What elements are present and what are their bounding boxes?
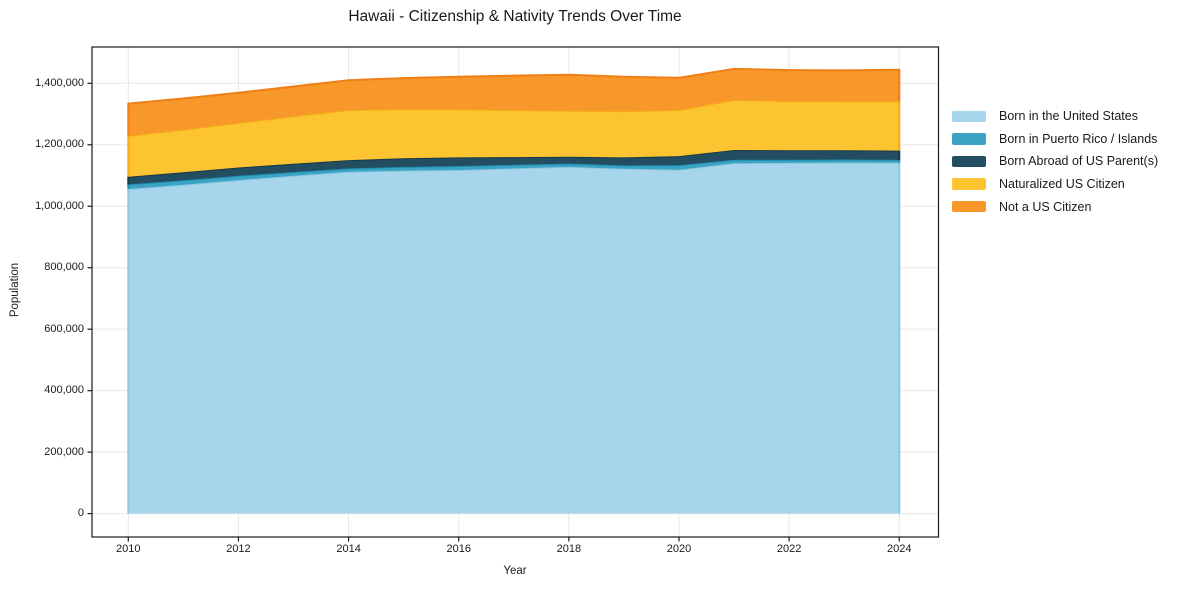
legend-swatch-born-in-the-united-states bbox=[952, 110, 986, 123]
x-tick-label: 2012 bbox=[226, 543, 251, 555]
legend-swatch-not-a-us-citizen bbox=[952, 200, 986, 213]
area-layer-naturalized-us-citizen bbox=[128, 99, 900, 177]
x-tick-label: 2022 bbox=[776, 543, 802, 555]
y-tick-label: 1,000,000 bbox=[35, 199, 84, 212]
y-tick-label: 800,000 bbox=[44, 261, 84, 274]
legend-item-label: Born Abroad of US Parent(s) bbox=[999, 154, 1159, 169]
x-tick-label: 2020 bbox=[666, 543, 692, 555]
y-tick-label: 1,400,000 bbox=[35, 76, 84, 89]
x-tick-label: 2010 bbox=[116, 543, 141, 555]
area-edge-not-a-us-citizen bbox=[127, 67, 901, 136]
legend-item-label: Naturalized US Citizen bbox=[999, 177, 1125, 192]
x-tick-label: 2014 bbox=[336, 543, 361, 555]
area-layer-born-abroad-of-us-parent-s bbox=[128, 150, 900, 185]
legend-swatch-born-abroad-of-us-parent-s bbox=[952, 155, 986, 168]
y-tick-label: 600,000 bbox=[44, 322, 84, 335]
legend-item-born-abroad-of-us-parent-s: Born Abroad of US Parent(s) bbox=[952, 150, 1187, 173]
y-tick-label: 1,200,000 bbox=[35, 138, 84, 151]
legend-item-label: Born in Puerto Rico / Islands bbox=[999, 131, 1158, 146]
legend-swatch-naturalized-us-citizen bbox=[952, 178, 986, 190]
chart-title: Hawaii - Citizenship & Nativity Trends O… bbox=[348, 8, 682, 25]
legend-item-label: Born in the United States bbox=[999, 109, 1138, 124]
legend: Born in the United States Born in Puerto … bbox=[952, 105, 1187, 218]
legend-swatch-born-in-puerto-rico-islands bbox=[952, 133, 986, 145]
legend-item-not-a-us-citizen: Not a US Citizen bbox=[952, 195, 1187, 218]
area-layer-not-a-us-citizen bbox=[128, 68, 900, 136]
legend-item-naturalized-us-citizen: Naturalized US Citizen bbox=[952, 173, 1187, 196]
plot-border bbox=[91, 46, 940, 538]
y-tick-label: 400,000 bbox=[44, 384, 84, 397]
legend-item-label: Not a US Citizen bbox=[999, 199, 1092, 214]
legend-item-born-in-the-united-states: Born in the United States bbox=[952, 105, 1187, 128]
area-layer-born-in-the-united-states bbox=[128, 162, 900, 514]
legend-item-born-in-puerto-rico-islands: Born in Puerto Rico / Islands bbox=[952, 128, 1187, 151]
x-tick-label: 2016 bbox=[446, 543, 471, 555]
x-tick-label: 2024 bbox=[887, 543, 912, 555]
y-tick-label: 200,000 bbox=[44, 445, 84, 458]
y-tick-label: 0 bbox=[77, 507, 84, 520]
x-axis-label: Year bbox=[503, 565, 527, 577]
x-tick-label: 2018 bbox=[556, 543, 582, 555]
